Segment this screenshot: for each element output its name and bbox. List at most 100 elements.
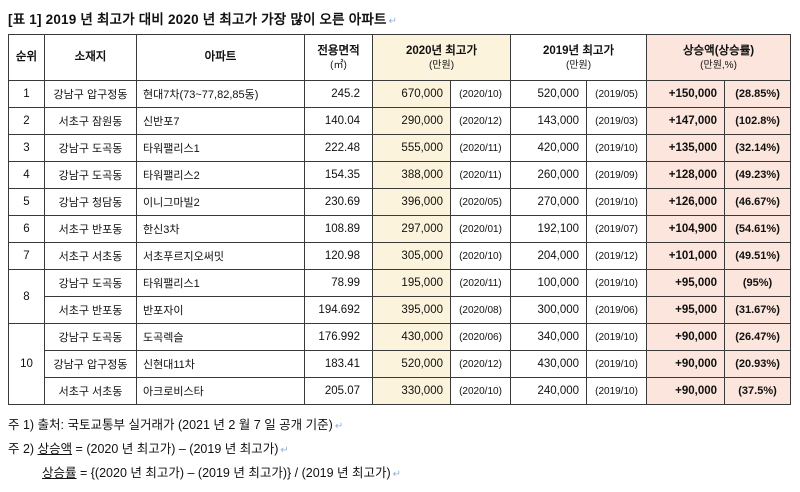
apartment-cell: 이니그마빌2 (136, 188, 305, 216)
price-2019-cell: 100,000 (510, 269, 588, 297)
price-2020-cell: 395,000 (372, 296, 451, 324)
apartment-cell: 타워팰리스1 (136, 134, 305, 162)
date-2019-cell: (2019/12) (586, 242, 648, 270)
area-cell: 222.48 (304, 134, 373, 162)
increase-cell: +95,000 (646, 296, 726, 324)
date-2019-cell: (2019/10) (586, 377, 648, 405)
price-2019-cell: 340,000 (510, 323, 588, 351)
date-2020-cell: (2020/11) (449, 161, 512, 189)
table-title-text: [표 1] 2019 년 최고가 대비 2020 년 최고가 가장 많이 오른 … (8, 12, 387, 27)
rate-cell: (37.5%) (724, 377, 792, 405)
increase-cell: +150,000 (646, 80, 726, 108)
price-2019-cell: 143,000 (510, 107, 588, 135)
header-row: 순위 소재지 아파트 전용면적 (㎡) 2020년 최고가 (만원) 2019년 최… (8, 34, 792, 81)
area-cell: 205.07 (304, 377, 373, 405)
rate-cell: (46.67%) (724, 188, 792, 216)
date-2019-cell: (2019/07) (586, 215, 648, 243)
price-2019-cell: 240,000 (510, 377, 588, 405)
return-mark-icon: ↵ (334, 421, 344, 432)
area-cell: 176.992 (304, 323, 373, 351)
date-2019-cell: (2019/06) (586, 296, 648, 324)
date-2020-cell: (2020/12) (449, 107, 512, 135)
rate-cell: (31.67%) (724, 296, 792, 324)
rank-cell: 1 (8, 80, 45, 108)
table-row: 강남구 압구정동 신현대11차 183.41 520,000 (2020/12)… (9, 350, 792, 378)
date-2020-cell: (2020/01) (449, 215, 512, 243)
table-row: 2 서초구 잠원동 신반포7 140.04 290,000 (2020/12) … (8, 107, 792, 135)
date-2019-cell: (2019/10) (586, 134, 648, 162)
footnote-1: 주 1) 출처: 국토교통부 실거래가 (2021 년 2 월 7 일 공개 기… (8, 414, 792, 438)
apartment-price-table: 순위 소재지 아파트 전용면적 (㎡) 2020년 최고가 (만원) 2019년 최… (8, 34, 792, 405)
apartment-cell: 신현대11차 (136, 350, 305, 378)
date-2020-cell: (2020/10) (449, 377, 512, 405)
header-area: 전용면적 (㎡) (304, 34, 373, 81)
table-row: 3 강남구 도곡동 타워팰리스1 222.48 555,000 (2020/11… (8, 134, 792, 162)
table-row: 4 강남구 도곡동 타워팰리스2 154.35 388,000 (2020/11… (8, 161, 792, 189)
area-cell: 78.99 (304, 269, 373, 297)
footnote-3-term: 상승률 (42, 466, 77, 480)
price-2019-cell: 430,000 (510, 350, 588, 378)
footnote-3-text: = {(2020 년 최고가) – (2019 년 최고가)} / (2019 … (76, 466, 391, 480)
table-row: 7 서초구 서초동 서초푸르지오써밋 120.98 305,000 (2020/… (8, 242, 792, 270)
apartment-cell: 서초푸르지오써밋 (136, 242, 305, 270)
header-price-2020: 2020년 최고가 (만원) (371, 34, 512, 81)
price-2019-cell: 204,000 (510, 242, 588, 270)
area-cell: 183.41 (304, 350, 373, 378)
increase-cell: +147,000 (646, 107, 726, 135)
increase-cell: +90,000 (646, 350, 726, 378)
location-cell: 서초구 잠원동 (44, 107, 137, 135)
return-mark-icon: ↵ (392, 469, 402, 480)
location-cell: 강남구 도곡동 (44, 134, 137, 162)
table-row: 10 강남구 도곡동 도곡렉슬 176.992 430,000 (2020/06… (8, 323, 792, 405)
price-2020-cell: 520,000 (372, 350, 451, 378)
increase-cell: +128,000 (646, 161, 726, 189)
area-cell: 108.89 (304, 215, 373, 243)
location-cell: 강남구 압구정동 (44, 350, 137, 378)
footnote-3: 상승률 = {(2020 년 최고가) – (2019 년 최고가)} / (2… (8, 462, 792, 486)
footnote-2: 주 2) 상승액 = (2020 년 최고가) – (2019 년 최고가) ↵ (8, 438, 792, 462)
apartment-cell: 타워팰리스2 (136, 161, 305, 189)
apartment-cell: 아크로비스타 (136, 377, 305, 405)
date-2019-cell: (2019/05) (586, 80, 648, 108)
location-cell: 강남구 도곡동 (44, 269, 137, 297)
date-2020-cell: (2020/11) (449, 269, 512, 297)
return-mark-icon: ↵ (388, 16, 398, 27)
date-2019-cell: (2019/10) (586, 323, 648, 351)
rate-cell: (32.14%) (724, 134, 792, 162)
rank-cell: 3 (8, 134, 45, 162)
price-2019-cell: 300,000 (510, 296, 588, 324)
footnote-2-term: 상승액 (37, 442, 73, 456)
area-cell: 120.98 (304, 242, 373, 270)
table-row: 서초구 반포동 반포자이 194.692 395,000 (2020/08) 3… (9, 296, 792, 324)
price-2020-cell: 670,000 (372, 80, 451, 108)
rank-cell: 10 (8, 323, 45, 405)
table-row: 8 강남구 도곡동 타워팰리스1 78.99 195,000 (2020/11)… (8, 269, 792, 324)
rank-cell: 4 (8, 161, 45, 189)
table-row: 5 강남구 청담동 이니그마빌2 230.69 396,000 (2020/05… (8, 188, 792, 216)
price-2020-cell: 330,000 (372, 377, 451, 405)
header-location: 소재지 (44, 34, 137, 81)
header-price-2019: 2019년 최고가 (만원) (510, 34, 648, 81)
rate-cell: (20.93%) (724, 350, 792, 378)
rank-cell: 7 (8, 242, 45, 270)
area-cell: 194.692 (304, 296, 373, 324)
rank-cell: 8 (8, 269, 45, 324)
price-2020-cell: 388,000 (372, 161, 451, 189)
footnote-2-text: = (2020 년 최고가) – (2019 년 최고가) (72, 442, 279, 456)
price-2019-cell: 420,000 (510, 134, 588, 162)
date-2020-cell: (2020/10) (449, 242, 512, 270)
apartment-cell: 현대7차(73~77,82,85동) (136, 80, 305, 108)
price-2019-cell: 192,100 (510, 215, 588, 243)
date-2019-cell: (2019/10) (586, 350, 648, 378)
increase-cell: +90,000 (646, 323, 726, 351)
increase-cell: +90,000 (646, 377, 726, 405)
increase-cell: +104,900 (646, 215, 726, 243)
increase-cell: +126,000 (646, 188, 726, 216)
return-mark-icon: ↵ (280, 445, 289, 456)
location-cell: 서초구 반포동 (44, 215, 137, 243)
location-cell: 서초구 서초동 (44, 377, 137, 405)
price-2020-cell: 290,000 (372, 107, 451, 135)
date-2020-cell: (2020/11) (449, 134, 512, 162)
price-2019-cell: 260,000 (510, 161, 588, 189)
